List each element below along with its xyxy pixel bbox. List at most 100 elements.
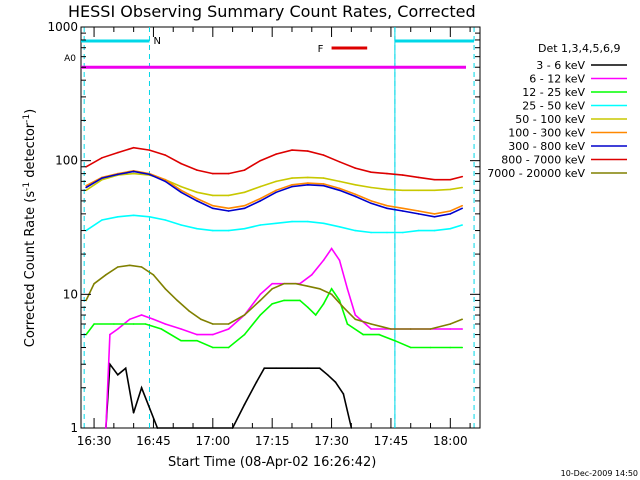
series-point	[417, 229, 420, 232]
series-point	[196, 227, 198, 230]
series-point	[402, 231, 404, 234]
series-point	[461, 346, 464, 349]
series-point	[307, 176, 309, 179]
series-point	[101, 178, 103, 181]
series-point	[117, 266, 119, 268]
legend-label: 800 - 7000 keV	[501, 154, 585, 167]
series-point	[93, 323, 95, 325]
series-point	[449, 328, 452, 330]
y-tick-label: 100	[55, 154, 78, 168]
series-point	[275, 180, 277, 183]
x-tick-label: 17:45	[374, 434, 409, 448]
series-point	[164, 219, 167, 221]
series-point	[386, 231, 388, 234]
series-point	[128, 318, 131, 321]
series-point	[243, 333, 246, 336]
series-point	[164, 323, 167, 325]
series-point	[243, 204, 246, 207]
series-point	[386, 207, 388, 210]
series-point	[259, 314, 262, 316]
series-point	[342, 393, 345, 395]
series-point	[307, 306, 309, 309]
series-point	[330, 288, 333, 290]
night-flag-label: N	[153, 36, 160, 47]
x-tick-label: 17:15	[255, 434, 290, 448]
series-point	[390, 328, 392, 330]
series-point	[449, 188, 452, 191]
series-point	[417, 176, 420, 179]
series-point	[322, 222, 325, 225]
series-point	[402, 189, 404, 192]
series-point	[461, 204, 464, 207]
series-point	[140, 266, 143, 268]
series-point	[275, 222, 277, 225]
series-point	[259, 197, 262, 200]
series-point	[152, 274, 155, 276]
series-point	[322, 259, 325, 262]
series-point	[164, 288, 167, 290]
series-point	[243, 191, 246, 194]
x-axis: 16:30 16:45 17:00 17:15 17:30 17:45 18:00	[77, 27, 471, 448]
series-point	[326, 374, 329, 376]
series-point	[291, 149, 293, 151]
series-point	[164, 180, 167, 183]
series-point	[164, 154, 167, 156]
series-point	[212, 172, 214, 175]
series-point	[196, 200, 198, 202]
series-point	[370, 202, 372, 205]
series-point	[105, 427, 107, 429]
series-point	[449, 227, 452, 230]
series-point	[417, 213, 420, 215]
series-point	[354, 195, 357, 198]
series-point	[295, 282, 297, 285]
series-point	[354, 184, 357, 186]
series-point	[433, 178, 436, 181]
series-point	[449, 213, 452, 215]
series-point	[433, 189, 436, 192]
x-tick-label: 17:00	[196, 434, 231, 448]
series-point	[160, 328, 163, 330]
series-line	[85, 169, 463, 215]
series-point	[148, 149, 151, 151]
series-point	[196, 333, 198, 336]
series-point	[263, 367, 266, 370]
series-point	[212, 333, 214, 336]
series-point	[291, 177, 293, 179]
series-point	[128, 264, 131, 267]
footer-stamp: 10-Dec-2009 14:50	[561, 469, 638, 478]
series-point	[330, 293, 333, 296]
series-point	[259, 224, 262, 226]
series-point	[85, 186, 87, 189]
plot-frame	[80, 26, 481, 429]
series-point	[117, 216, 119, 218]
y-tick-label: 1000	[47, 20, 78, 34]
series-point	[449, 323, 452, 325]
series-point	[132, 214, 135, 217]
series-point	[338, 180, 341, 183]
series-point	[378, 333, 380, 336]
series-point	[322, 183, 325, 185]
series-point	[243, 169, 246, 171]
series-point	[449, 178, 452, 181]
series-point	[271, 282, 274, 285]
series-line	[85, 264, 463, 330]
series-point	[354, 318, 357, 321]
series-point	[259, 293, 262, 296]
series-point	[259, 200, 262, 202]
series-point	[461, 207, 464, 210]
series-point	[227, 172, 230, 175]
x-tick-label: 17:30	[314, 434, 349, 448]
y-tick-label: 1	[70, 421, 78, 435]
series-point	[433, 216, 436, 218]
series-point	[461, 175, 464, 178]
series-point	[271, 303, 274, 305]
series-point	[255, 381, 258, 384]
series-point	[259, 185, 262, 188]
series-point	[307, 184, 309, 186]
series-point	[402, 210, 404, 212]
series-point	[433, 229, 436, 232]
x-tick-label: 16:30	[77, 434, 112, 448]
series-point	[180, 224, 182, 226]
